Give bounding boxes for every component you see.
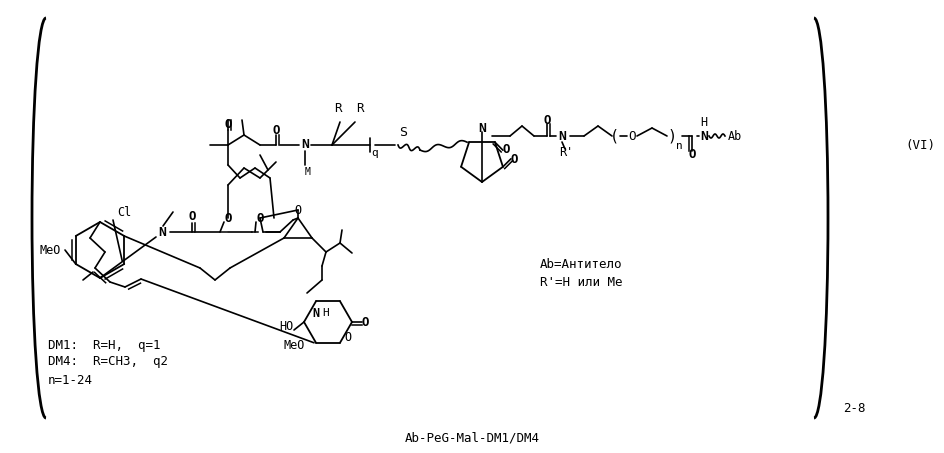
Text: O: O — [502, 143, 510, 156]
Text: Ab=Антитело: Ab=Антитело — [540, 259, 622, 271]
Text: O: O — [256, 212, 263, 225]
Text: MeO: MeO — [283, 339, 305, 352]
Text: O: O — [272, 124, 279, 136]
Text: n: n — [676, 141, 683, 151]
Text: O: O — [225, 212, 231, 225]
Text: O: O — [510, 153, 517, 166]
Text: N: N — [558, 130, 566, 143]
Text: n=1-24: n=1-24 — [48, 374, 93, 386]
Text: DM1:  R=H,  q=1: DM1: R=H, q=1 — [48, 338, 160, 352]
Text: Ab: Ab — [728, 130, 742, 143]
Text: O: O — [295, 203, 301, 217]
Text: R'=H или Me: R'=H или Me — [540, 276, 622, 289]
Text: R: R — [356, 101, 363, 115]
Text: MeO: MeO — [40, 244, 60, 256]
Text: O: O — [362, 315, 369, 328]
Text: HO: HO — [278, 321, 294, 333]
Text: N: N — [478, 122, 486, 135]
Text: Ab-PeG-Mal-DM1/DM4: Ab-PeG-Mal-DM1/DM4 — [404, 432, 540, 444]
Text: N: N — [158, 226, 166, 238]
Text: (VI): (VI) — [905, 139, 935, 151]
Text: N: N — [301, 139, 309, 151]
Text: O: O — [688, 148, 696, 160]
Text: N: N — [700, 130, 708, 143]
Text: M: M — [305, 167, 311, 177]
Text: O: O — [345, 331, 351, 344]
Text: O: O — [188, 211, 195, 223]
Text: O: O — [225, 119, 231, 131]
Text: O: O — [629, 130, 635, 143]
Text: R': R' — [559, 146, 573, 159]
Text: R: R — [334, 101, 342, 115]
Text: (: ( — [610, 129, 618, 144]
Text: ): ) — [667, 129, 677, 144]
Text: H: H — [323, 308, 329, 318]
Text: Cl: Cl — [117, 207, 131, 220]
Text: DM4:  R=CH3,  q2: DM4: R=CH3, q2 — [48, 356, 168, 368]
Text: H: H — [700, 116, 708, 130]
Text: q: q — [372, 148, 379, 158]
Text: 2-8: 2-8 — [843, 401, 866, 414]
Text: S: S — [399, 126, 407, 140]
Text: N: N — [312, 307, 320, 320]
Text: O: O — [543, 115, 550, 127]
